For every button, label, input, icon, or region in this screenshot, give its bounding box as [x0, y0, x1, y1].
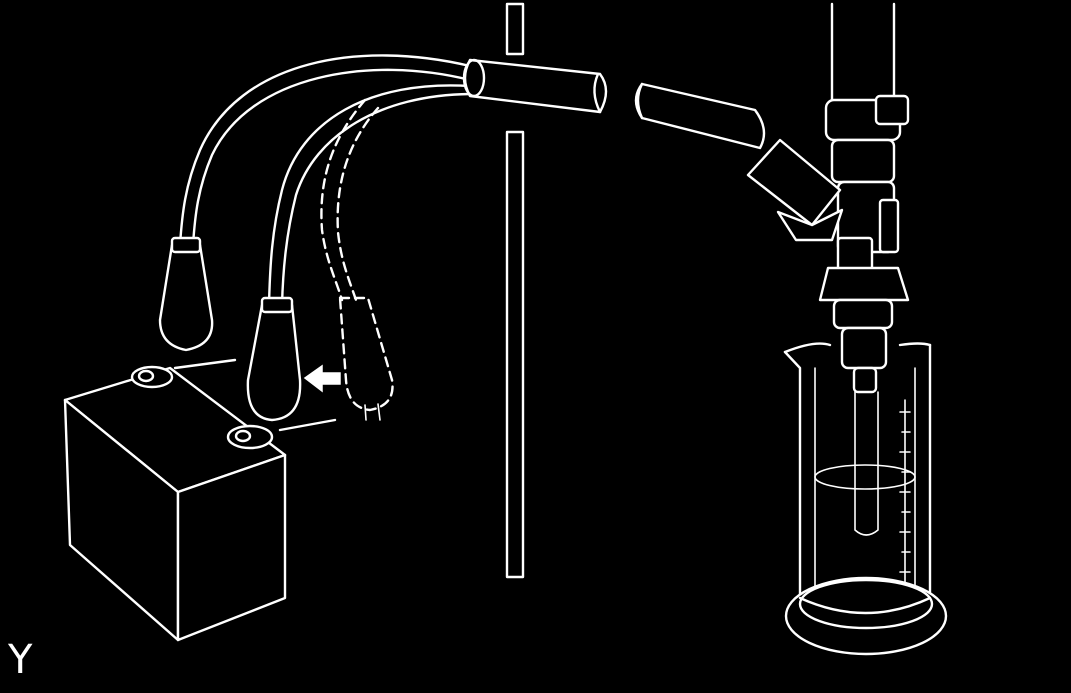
harness-sleeve — [462, 58, 608, 114]
wire-harness — [178, 54, 472, 307]
injector-hose — [634, 82, 766, 150]
measuring-cylinder-icon — [783, 342, 948, 656]
terminal-cap-1 — [158, 236, 214, 352]
fuel-injector-icon — [746, 94, 910, 394]
battery-icon — [63, 358, 337, 642]
fuel-pipe — [830, 2, 896, 102]
terminal-cap-2 — [246, 296, 302, 422]
arrow-left-icon — [303, 364, 341, 393]
figure-corner-label: Y — [8, 637, 33, 683]
terminal-cap-dashed — [338, 296, 394, 421]
center-divider — [505, 2, 525, 579]
